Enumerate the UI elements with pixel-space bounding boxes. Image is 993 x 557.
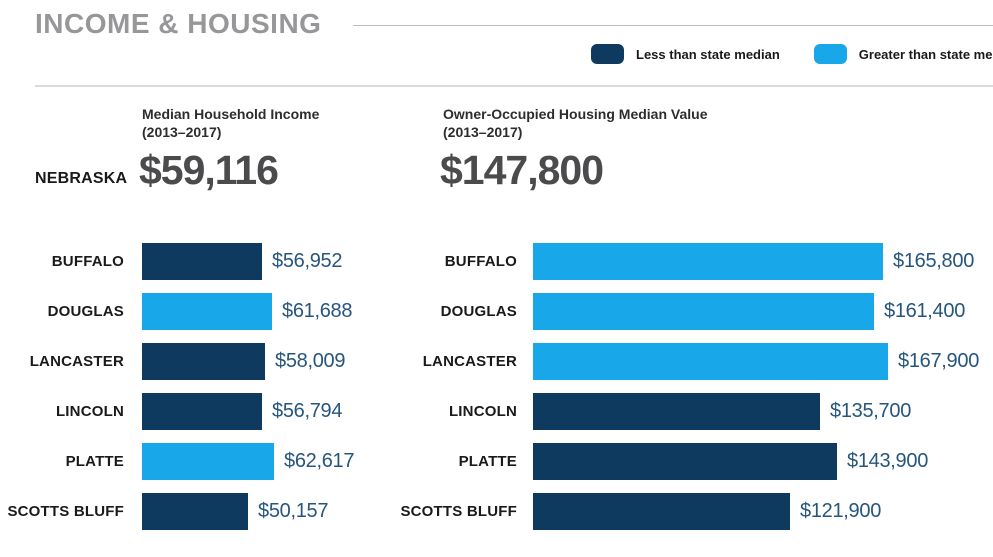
housing-bar-buffalo <box>533 243 883 280</box>
bar-row-housing-lancaster: LANCASTER $167,900 <box>385 343 979 380</box>
income-bar-lancaster <box>142 343 265 380</box>
legend-label-greater-than-median: Greater than state median <box>858 46 993 62</box>
bar-value-label: $61,688 <box>282 300 353 322</box>
bar-value-label: $62,617 <box>284 450 355 472</box>
county-label: LINCOLN <box>55 403 124 420</box>
header-divider-line <box>35 85 993 87</box>
housing-bar-platte <box>533 443 837 480</box>
income-bar-chart: BUFFALO $56,952 DOUGLAS $61,688 LANCASTE… <box>0 243 355 543</box>
bar-value-label: $167,900 <box>898 350 980 372</box>
housing-bar-lincoln <box>533 393 820 430</box>
state-housing-value: $147,800 <box>440 147 604 193</box>
bar-value-label: $161,400 <box>884 300 966 322</box>
income-bar-platte <box>142 443 274 480</box>
bar-value-label: $165,800 <box>893 250 975 272</box>
county-label: SCOTTS BLUFF <box>7 503 124 520</box>
county-label: SCOTTS BLUFF <box>400 503 517 520</box>
housing-heading-text: Owner-Occupied Housing Median Value <box>443 106 708 122</box>
bar-row-housing-douglas: DOUGLAS $161,400 <box>385 293 979 330</box>
county-label: DOUGLAS <box>47 303 124 320</box>
income-bar-lincoln <box>142 393 262 430</box>
county-label: LANCASTER <box>422 353 517 370</box>
housing-bar-douglas <box>533 293 874 330</box>
county-label: BUFFALO <box>444 253 517 270</box>
county-label: PLATTE <box>65 453 124 470</box>
bar-row-income-buffalo: BUFFALO $56,952 <box>0 243 354 280</box>
bar-value-label: $143,900 <box>847 450 929 472</box>
state-income-value: $59,116 <box>139 147 279 193</box>
county-label: DOUGLAS <box>440 303 517 320</box>
page-title: INCOME & HOUSING <box>35 8 322 39</box>
legend-label-less-than-median: Less than state median <box>636 46 780 62</box>
title-rule-line <box>353 25 993 26</box>
bar-value-label: $56,794 <box>272 400 343 422</box>
county-label: LANCASTER <box>29 353 124 370</box>
bar-value-label: $135,700 <box>830 400 912 422</box>
bar-value-label: $58,009 <box>275 350 346 372</box>
income-bar-douglas <box>142 293 272 330</box>
bar-row-housing-scotts-bluff: SCOTTS BLUFF $121,900 <box>385 493 979 530</box>
bar-row-income-lancaster: LANCASTER $58,009 <box>0 343 354 380</box>
county-label: BUFFALO <box>51 253 124 270</box>
housing-heading-period: (2013–2017) <box>443 124 523 140</box>
bar-row-housing-buffalo: BUFFALO $165,800 <box>385 243 979 280</box>
legend-swatch-less-than-median <box>591 44 624 64</box>
bar-row-housing-lincoln: LINCOLN $135,700 <box>385 393 979 430</box>
bar-value-label: $56,952 <box>272 250 343 272</box>
housing-bar-lancaster <box>533 343 888 380</box>
housing-bar-scotts-bluff <box>533 493 790 530</box>
bar-value-label: $121,900 <box>800 500 882 522</box>
income-heading-period: (2013–2017) <box>142 124 222 140</box>
bar-value-label: $50,157 <box>258 500 329 522</box>
chart-legend: Less than state median Greater than stat… <box>591 44 993 64</box>
bar-row-housing-platte: PLATTE $143,900 <box>385 443 979 480</box>
income-heading-text: Median Household Income <box>142 106 320 122</box>
bar-row-income-scotts-bluff: SCOTTS BLUFF $50,157 <box>0 493 354 530</box>
housing-bar-chart: BUFFALO $165,800 DOUGLAS $161,400 LANCAS… <box>385 243 979 543</box>
bar-row-income-lincoln: LINCOLN $56,794 <box>0 393 354 430</box>
housing-column-heading: Owner-Occupied Housing Median Value (201… <box>443 105 708 141</box>
income-column-heading: Median Household Income (2013–2017) <box>142 105 319 141</box>
legend-swatch-greater-than-median <box>813 44 847 64</box>
county-label: PLATTE <box>458 453 517 470</box>
income-bar-scotts-bluff <box>142 493 248 530</box>
bar-row-income-douglas: DOUGLAS $61,688 <box>0 293 354 330</box>
income-bar-buffalo <box>142 243 262 280</box>
county-label: LINCOLN <box>448 403 517 420</box>
bar-row-income-platte: PLATTE $62,617 <box>0 443 355 480</box>
state-name-label: NEBRASKA <box>35 170 128 187</box>
